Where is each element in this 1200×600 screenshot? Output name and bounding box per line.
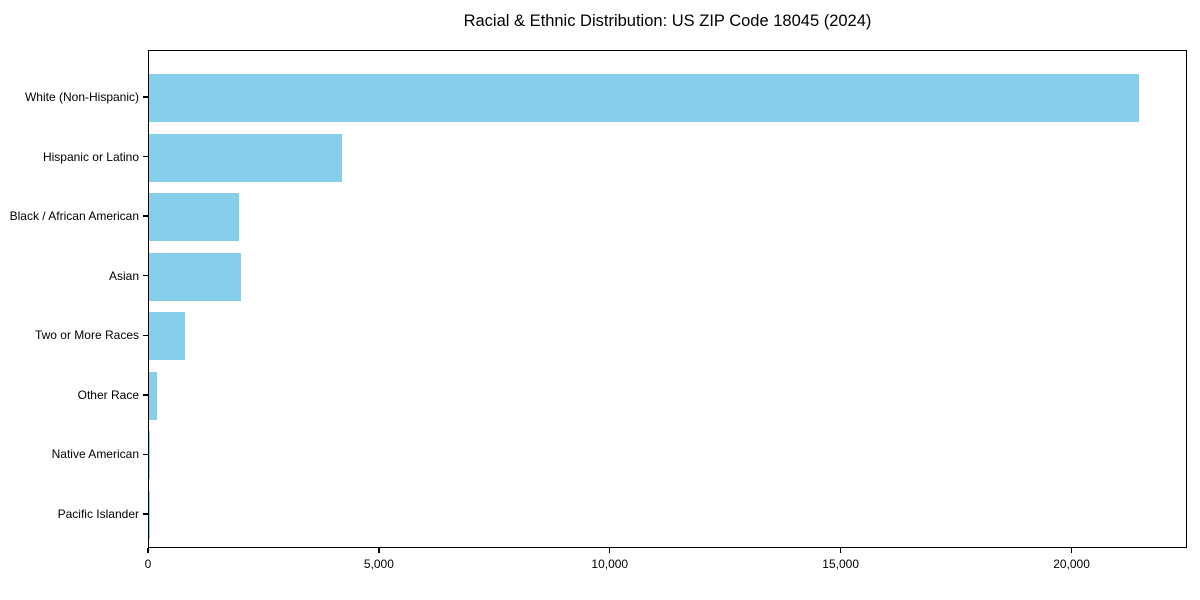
x-tick-label: 0: [144, 557, 152, 571]
bar-two-or-more-races: [149, 312, 186, 361]
x-tick-mark: [378, 548, 380, 553]
y-tick-mark: [143, 275, 148, 277]
bar-hispanic-or-latino: [149, 133, 343, 182]
y-tick-label-native-american: Native American: [51, 447, 139, 462]
y-tick-mark: [143, 513, 148, 515]
chart-title: Racial & Ethnic Distribution: US ZIP Cod…: [463, 12, 872, 30]
bar-black-african-american: [149, 193, 240, 242]
x-tick-label: 15,000: [822, 557, 859, 571]
x-tick-mark: [147, 548, 149, 553]
x-tick-label: 5,000: [363, 557, 394, 571]
y-tick-label-other-race: Other Race: [77, 387, 139, 402]
y-tick-mark: [143, 215, 148, 217]
x-tick-mark: [1070, 548, 1073, 553]
y-tick-mark: [143, 96, 148, 98]
bar-asian: [149, 252, 241, 301]
y-tick-label-two-or-more-races: Two or More Races: [34, 328, 139, 343]
x-tick-label: 20,000: [1053, 557, 1090, 571]
bar-other-race: [149, 371, 157, 420]
plot-area: [148, 50, 1187, 548]
bar-white-non-hispanic: [149, 74, 1139, 122]
y-tick-label-white-non-hispanic: White (Non-Hispanic): [24, 90, 139, 104]
x-tick-mark: [609, 548, 611, 553]
y-tick-label-hispanic-or-latino: Hispanic or Latino: [42, 149, 139, 164]
y-tick-label-pacific-islander: Pacific Islander: [57, 506, 139, 521]
y-tick-mark: [143, 155, 148, 158]
x-tick-label: 10,000: [591, 557, 629, 571]
x-tick-mark: [839, 548, 842, 553]
y-tick-label-black-african-american: Black / African American: [9, 209, 139, 224]
y-tick-label-asian: Asian: [108, 268, 139, 283]
y-tick-mark: [143, 334, 148, 336]
bar-native-american: [149, 431, 151, 480]
y-tick-mark: [143, 394, 148, 396]
y-tick-mark: [143, 453, 148, 456]
